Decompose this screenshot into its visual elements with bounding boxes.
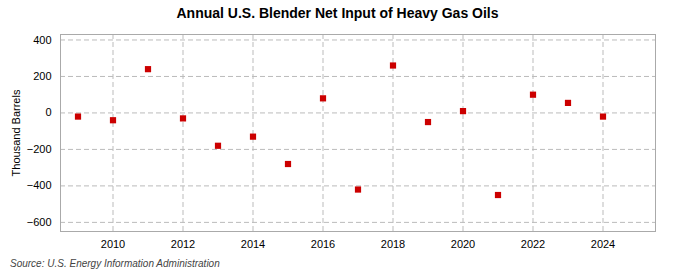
html-text:Source: U.S. Energy Informatio: Source: U.S. Energy Information Administ… (10, 258, 220, 269)
svg-text:−600: −600 (27, 216, 52, 228)
svg-text:2018: 2018 (381, 238, 405, 250)
svg-text:200: 200 (33, 70, 51, 82)
svg-text:2014: 2014 (241, 238, 265, 250)
svg-text:2012: 2012 (171, 238, 195, 250)
svg-text:−200: −200 (27, 143, 52, 155)
svg-text:2016: 2016 (311, 238, 335, 250)
svg-text:2024: 2024 (591, 238, 615, 250)
svg-text:−400: −400 (27, 179, 52, 191)
svg-text:2022: 2022 (521, 238, 545, 250)
svg-text:2010: 2010 (101, 238, 125, 250)
svg-text:0: 0 (45, 106, 51, 118)
svg-text:400: 400 (33, 33, 51, 45)
html-text:Annual U.S. Blender Net Input: Annual U.S. Blender Net Input of Heavy G… (176, 5, 499, 21)
svg-text:Thousand Barrels: Thousand Barrels (10, 89, 22, 176)
svg-text:2020: 2020 (451, 238, 475, 250)
